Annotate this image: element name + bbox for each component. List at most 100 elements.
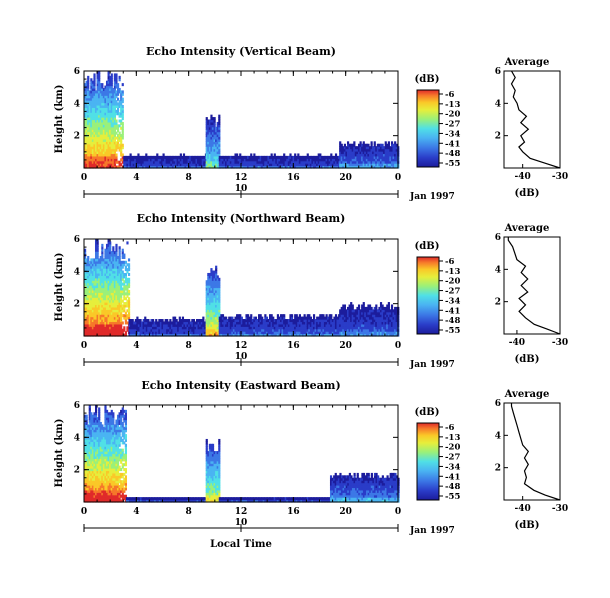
heatmap-cell [210, 151, 213, 155]
heatmap-cell [110, 280, 113, 284]
heatmap-cell [99, 136, 102, 140]
heatmap-cell [93, 163, 96, 167]
heatmap-cell [237, 319, 240, 323]
heatmap-cell [221, 158, 225, 162]
heatmap-cell [85, 311, 88, 315]
heatmap-cell [345, 316, 348, 320]
heatmap-cell [120, 333, 123, 337]
heatmap-cell [384, 163, 387, 167]
heatmap-cell [386, 148, 389, 152]
heatmap-cell [311, 165, 314, 169]
heatmap-cell [232, 328, 236, 332]
heatmap-cell [120, 102, 123, 106]
heatmap-cell [85, 126, 88, 130]
heatmap-cell [384, 326, 387, 330]
heatmap-cell [84, 328, 87, 332]
heatmap-cell [118, 319, 121, 323]
heatmap-cell [308, 163, 311, 167]
heatmap-cell [194, 331, 197, 335]
heatmap-cell [289, 160, 292, 164]
heatmap-cell [137, 158, 140, 162]
heatmap-cell [368, 163, 372, 167]
heatmap-cell [251, 323, 254, 327]
heatmap-cell [139, 328, 142, 332]
heatmap-cell [290, 319, 294, 323]
heatmap-cell [104, 146, 107, 150]
heatmap-cell [368, 153, 372, 157]
heatmap-cell [124, 155, 127, 159]
heatmap-cell [115, 121, 118, 125]
heatmap-cell [273, 160, 276, 164]
heatmap-cell [96, 129, 99, 133]
heatmap-cell [116, 104, 120, 108]
heatmap-cell [107, 253, 110, 257]
heatmap-cell [200, 328, 203, 332]
heatmap-cell [267, 333, 270, 337]
heatmap-cell [120, 304, 123, 308]
heatmap-cell [390, 333, 394, 337]
heatmap-cell [90, 129, 93, 133]
heatmap-cell [316, 333, 319, 337]
heatmap-cell [250, 319, 253, 323]
heatmap-cell [254, 326, 258, 330]
heatmap-cell [123, 285, 126, 289]
heatmap-cell [208, 331, 211, 335]
heatmap-cell [113, 311, 116, 315]
heatmap-cell [98, 85, 101, 89]
heatmap-cell [211, 311, 215, 315]
heatmap-cell [298, 155, 301, 159]
heatmap-cell [113, 309, 116, 313]
heatmap-cell [98, 268, 101, 272]
heatmap-cell [142, 321, 145, 325]
heatmap-cell [91, 333, 95, 337]
heatmap-cell [210, 146, 213, 150]
heatmap-cell [181, 165, 184, 169]
heatmap-cell [99, 153, 102, 157]
heatmap-cell [93, 333, 96, 337]
heatmap-cell [88, 309, 91, 313]
heatmap-cell [105, 272, 109, 276]
heatmap-cell [278, 165, 281, 169]
heatmap-cell [107, 294, 110, 298]
heatmap-cell [376, 333, 379, 337]
heatmap-cell [93, 277, 96, 281]
heatmap-cell [295, 331, 298, 335]
heatmap-cell [279, 323, 283, 327]
heatmap-cell [305, 163, 308, 167]
heatmap-cell [348, 321, 351, 325]
heatmap-cell [98, 302, 101, 306]
heatmap-cell [104, 321, 107, 325]
heatmap-cell [192, 328, 196, 332]
heatmap-cell [124, 316, 127, 320]
heatmap-cell [84, 434, 87, 438]
heatmap-cell [98, 326, 101, 330]
heatmap-cell [101, 153, 104, 157]
heatmap-cell [94, 285, 98, 289]
heatmap-cell [98, 319, 101, 323]
heatmap-cell [94, 131, 98, 135]
heatmap-cell [394, 141, 397, 145]
heatmap-cell [102, 287, 106, 291]
heatmap-cell [96, 248, 99, 252]
heatmap-cell [120, 326, 123, 330]
heatmap-cell [90, 417, 93, 421]
heatmap-cell [208, 134, 211, 138]
heatmap-cell [113, 333, 116, 337]
heatmap-cell [283, 314, 286, 318]
heatmap-cell [90, 80, 93, 84]
heatmap-cell [88, 497, 91, 501]
heatmap-cell [134, 319, 137, 323]
heatmap-cell [140, 163, 143, 167]
heatmap-cell [104, 97, 107, 101]
heatmap-cell [116, 319, 120, 323]
heatmap-cell [84, 129, 87, 133]
heatmap-cell [375, 151, 378, 155]
heatmap-cell [376, 328, 379, 332]
heatmap-cell [259, 331, 262, 335]
heatmap-cell [113, 146, 116, 150]
heatmap-cell [118, 87, 121, 91]
heatmap-cell [129, 153, 132, 157]
heatmap-cell [88, 280, 91, 284]
heatmap-cell [101, 87, 104, 91]
heatmap-cell [116, 314, 120, 318]
